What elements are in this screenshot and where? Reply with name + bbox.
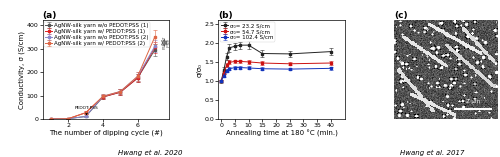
Y-axis label: σ/σ₀: σ/σ₀ [197, 63, 203, 77]
Text: Hwang et al. 2020: Hwang et al. 2020 [118, 149, 182, 156]
X-axis label: The number of dipping cycle (#): The number of dipping cycle (#) [48, 130, 162, 136]
Text: (c): (c) [394, 11, 408, 20]
Text: 2 μm: 2 μm [466, 100, 480, 105]
Legend: AgNW-silk yarn w/o PEDOT:PSS (1), AgNW-silk yarn w/ PEDOT:PSS (1), AgNW-silk yar: AgNW-silk yarn w/o PEDOT:PSS (1), AgNW-s… [44, 22, 150, 47]
Text: Hwang et al. 2017: Hwang et al. 2017 [400, 149, 465, 156]
Legend: σ₀= 23.2 S/cm, σ₀= 54.7 S/cm, σ₀= 102.4 S/cm: σ₀= 23.2 S/cm, σ₀= 54.7 S/cm, σ₀= 102.4 … [220, 22, 274, 41]
Y-axis label: Conductivity, σ (S/cm): Conductivity, σ (S/cm) [18, 31, 25, 109]
Text: PEDOT:PSS: PEDOT:PSS [74, 106, 98, 115]
Text: (b): (b) [218, 11, 233, 20]
Text: PEDOT
:PSS: PEDOT :PSS [162, 36, 171, 49]
Text: (a): (a) [42, 11, 57, 20]
X-axis label: Annealing time at 180 °C (min.): Annealing time at 180 °C (min.) [226, 130, 338, 137]
